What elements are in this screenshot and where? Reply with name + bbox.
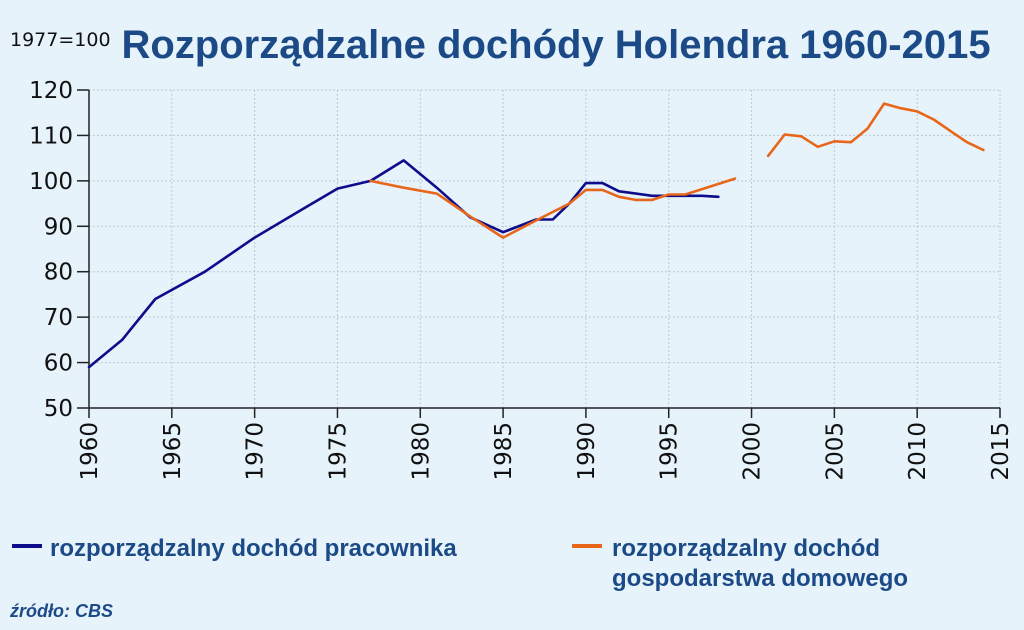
series-0-line-segment-0 <box>87 159 720 369</box>
legend-label-gospodarstwa-line1: rozporządzalny dochód <box>612 535 880 562</box>
x-tick-label-1975: 1975 <box>325 422 351 481</box>
y-tick-label-70: 70 <box>44 305 73 331</box>
series-1-line-segment-0 <box>369 177 737 239</box>
x-tick-label-1970: 1970 <box>243 422 269 481</box>
legend: rozporządzalny dochód pracownika rozporz… <box>12 535 908 592</box>
legend-label-gospodarstwa-line2: gospodarstwa domowego <box>612 565 908 592</box>
y-tick-label-60: 60 <box>44 351 73 377</box>
x-tick-label-2005: 2005 <box>822 422 848 481</box>
y-axis-ticks: 50 60 70 80 90 100 110 120 <box>29 78 89 422</box>
chart-title: Rozporządzalne dochódy Holendra 1960-201… <box>121 23 990 67</box>
source-note: źródło: CBS <box>9 601 113 621</box>
y-tick-label-110: 110 <box>29 123 73 149</box>
x-tick-label-1980: 1980 <box>408 422 434 481</box>
x-tick-label-2000: 2000 <box>740 422 766 481</box>
x-tick-label-1960: 1960 <box>77 422 103 481</box>
unit-note: 1977=100 <box>10 29 111 51</box>
series <box>87 102 985 369</box>
x-tick-label-1995: 1995 <box>657 422 683 481</box>
x-tick-label-2010: 2010 <box>905 422 931 481</box>
y-tick-label-100: 100 <box>29 169 73 195</box>
y-tick-label-90: 90 <box>44 214 73 240</box>
y-tick-label-80: 80 <box>44 260 73 286</box>
x-axis-ticks: 1960 1965 1970 1975 1980 1985 1990 1995 2000 2005… <box>77 408 1014 481</box>
x-tick-label-1985: 1985 <box>491 422 517 481</box>
x-tick-label-1990: 1990 <box>574 422 600 481</box>
grid <box>89 89 1001 408</box>
x-tick-label-2015: 2015 <box>988 422 1014 481</box>
series-1-line-segment-1 <box>766 102 985 158</box>
legend-label-pracownika: rozporządzalny dochód pracownika <box>50 535 457 562</box>
y-tick-label-50: 50 <box>44 396 73 422</box>
y-tick-label-120: 120 <box>29 78 73 104</box>
x-tick-label-1965: 1965 <box>160 422 186 481</box>
